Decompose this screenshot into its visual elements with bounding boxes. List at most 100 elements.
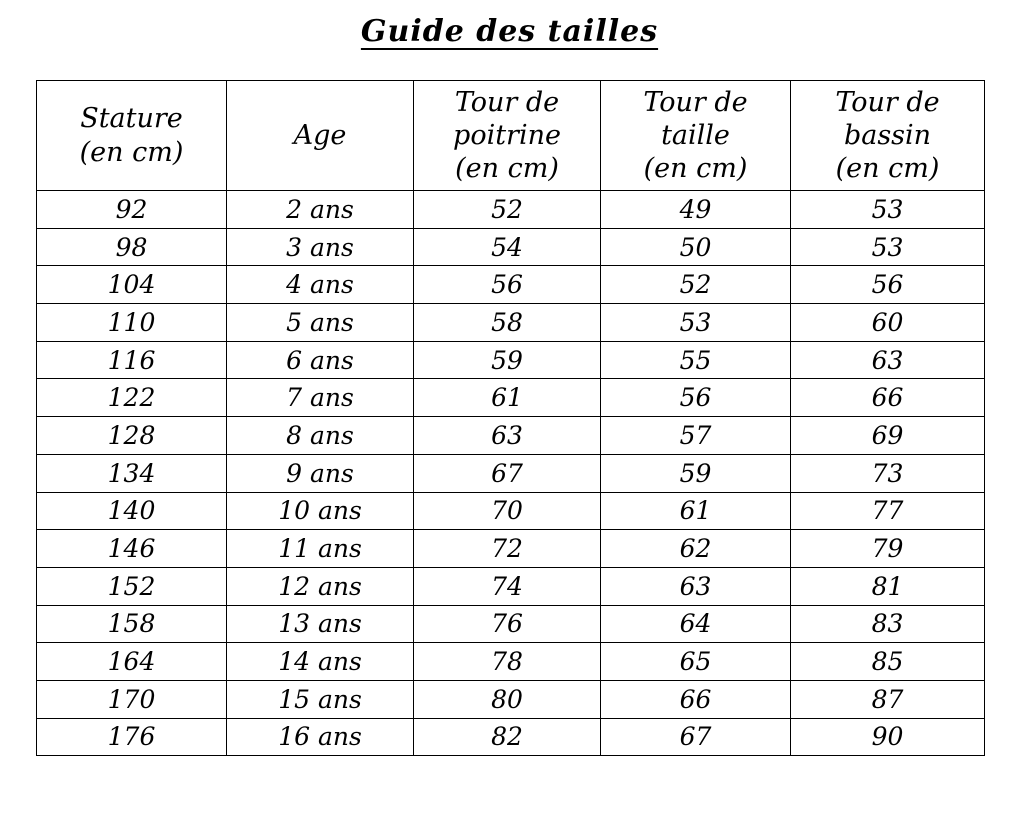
cell-tour-de-taille: 59	[600, 453, 791, 493]
table-row: 122 7 ans 61 56 66	[36, 378, 985, 418]
cell-tour-de-bassin: 79	[790, 529, 985, 568]
cell-tour-de-taille: 49	[600, 190, 791, 229]
cell-tour-de-poitrine: 63	[413, 416, 601, 455]
cell-tour-de-bassin: 53	[790, 227, 985, 267]
cell-tour-de-taille: 65	[600, 642, 791, 681]
cell-tour-de-taille: 63	[600, 566, 791, 606]
table-body: 92 2 ans 52 49 53 98 3 ans 54 50 53 104 4 ans 56 52 56…	[36, 190, 985, 757]
cell-age: 10 ans	[226, 491, 414, 531]
cell-tour-de-poitrine: 72	[413, 529, 601, 568]
cell-tour-de-taille: 61	[600, 491, 791, 531]
table-row: 128 8 ans 63 57 69	[36, 416, 985, 455]
cell-age: 13 ans	[226, 604, 414, 644]
cell-tour-de-bassin: 83	[790, 604, 985, 644]
cell-tour-de-poitrine: 74	[413, 566, 601, 606]
header-row: Stature (en cm) Age Tour de poitrine (en cm) T…	[36, 80, 985, 191]
cell-age: 11 ans	[226, 529, 414, 568]
cell-age: 4 ans	[226, 265, 414, 305]
cell-tour-de-poitrine: 67	[413, 453, 601, 493]
table-row: 104 4 ans 56 52 56	[36, 265, 985, 305]
cell-tour-de-taille: 62	[600, 529, 791, 568]
table-row: 176 16 ans 82 67 90	[36, 717, 985, 757]
cell-stature: 170	[36, 679, 227, 719]
cell-tour-de-taille: 56	[600, 378, 791, 418]
table-row: 146 11 ans 72 62 79	[36, 529, 985, 568]
cell-tour-de-taille: 55	[600, 340, 791, 380]
cell-tour-de-poitrine: 52	[413, 190, 601, 229]
cell-stature: 146	[36, 529, 227, 568]
cell-age: 6 ans	[226, 340, 414, 380]
cell-age: 8 ans	[226, 416, 414, 455]
table-row: 140 10 ans 70 61 77	[36, 491, 985, 531]
column-header-stature: Stature (en cm)	[36, 80, 227, 191]
cell-tour-de-poitrine: 54	[413, 227, 601, 267]
cell-tour-de-poitrine: 58	[413, 303, 601, 342]
column-header-tour-de-taille: Tour de taille (en cm)	[600, 80, 791, 191]
table-row: 158 13 ans 76 64 83	[36, 604, 985, 644]
cell-age: 14 ans	[226, 642, 414, 681]
table-header: Stature (en cm) Age Tour de poitrine (en cm) T…	[36, 80, 985, 191]
cell-tour-de-taille: 67	[600, 717, 791, 757]
cell-age: 16 ans	[226, 717, 414, 757]
cell-tour-de-poitrine: 59	[413, 340, 601, 380]
table-row: 92 2 ans 52 49 53	[36, 190, 985, 229]
cell-tour-de-taille: 57	[600, 416, 791, 455]
cell-stature: 176	[36, 717, 227, 757]
cell-age: 9 ans	[226, 453, 414, 493]
table-row: 98 3 ans 54 50 53	[36, 227, 985, 267]
cell-tour-de-poitrine: 56	[413, 265, 601, 305]
cell-tour-de-poitrine: 76	[413, 604, 601, 644]
cell-age: 7 ans	[226, 378, 414, 418]
cell-stature: 152	[36, 566, 227, 606]
table-row: 170 15 ans 80 66 87	[36, 679, 985, 719]
cell-age: 5 ans	[226, 303, 414, 342]
cell-stature: 98	[36, 227, 227, 267]
cell-tour-de-poitrine: 82	[413, 717, 601, 757]
cell-tour-de-bassin: 81	[790, 566, 985, 606]
document-page: Guide des tailles Stature (en cm) Age Tour …	[0, 14, 1019, 757]
cell-tour-de-bassin: 87	[790, 679, 985, 719]
page-title-text: Guide des tailles	[360, 14, 659, 49]
cell-age: 12 ans	[226, 566, 414, 606]
cell-tour-de-taille: 66	[600, 679, 791, 719]
cell-tour-de-bassin: 85	[790, 642, 985, 681]
cell-stature: 104	[36, 265, 227, 305]
column-header-age: Age	[226, 80, 414, 191]
cell-tour-de-bassin: 63	[790, 340, 985, 380]
table-row: 110 5 ans 58 53 60	[36, 303, 985, 342]
cell-stature: 134	[36, 453, 227, 493]
cell-tour-de-taille: 64	[600, 604, 791, 644]
cell-tour-de-poitrine: 80	[413, 679, 601, 719]
table-row: 152 12 ans 74 63 81	[36, 566, 985, 606]
page-title: Guide des tailles	[0, 14, 1019, 49]
cell-stature: 164	[36, 642, 227, 681]
cell-tour-de-bassin: 66	[790, 378, 985, 418]
cell-stature: 92	[36, 190, 227, 229]
cell-age: 2 ans	[226, 190, 414, 229]
cell-tour-de-bassin: 90	[790, 717, 985, 757]
cell-tour-de-poitrine: 61	[413, 378, 601, 418]
cell-tour-de-bassin: 53	[790, 190, 985, 229]
table-row: 116 6 ans 59 55 63	[36, 340, 985, 380]
cell-tour-de-taille: 53	[600, 303, 791, 342]
cell-stature: 110	[36, 303, 227, 342]
cell-stature: 116	[36, 340, 227, 380]
cell-tour-de-bassin: 69	[790, 416, 985, 455]
cell-stature: 158	[36, 604, 227, 644]
cell-age: 15 ans	[226, 679, 414, 719]
cell-tour-de-poitrine: 78	[413, 642, 601, 681]
cell-tour-de-taille: 50	[600, 227, 791, 267]
cell-tour-de-bassin: 60	[790, 303, 985, 342]
cell-tour-de-poitrine: 70	[413, 491, 601, 531]
cell-stature: 128	[36, 416, 227, 455]
column-header-tour-de-poitrine: Tour de poitrine (en cm)	[413, 80, 601, 191]
table-row: 134 9 ans 67 59 73	[36, 453, 985, 493]
column-header-tour-de-bassin: Tour de bassin (en cm)	[790, 80, 985, 191]
cell-tour-de-taille: 52	[600, 265, 791, 305]
cell-stature: 122	[36, 378, 227, 418]
size-guide-table: Stature (en cm) Age Tour de poitrine (en cm) T…	[36, 80, 985, 757]
cell-tour-de-bassin: 73	[790, 453, 985, 493]
cell-stature: 140	[36, 491, 227, 531]
table-row: 164 14 ans 78 65 85	[36, 642, 985, 681]
cell-tour-de-bassin: 56	[790, 265, 985, 305]
